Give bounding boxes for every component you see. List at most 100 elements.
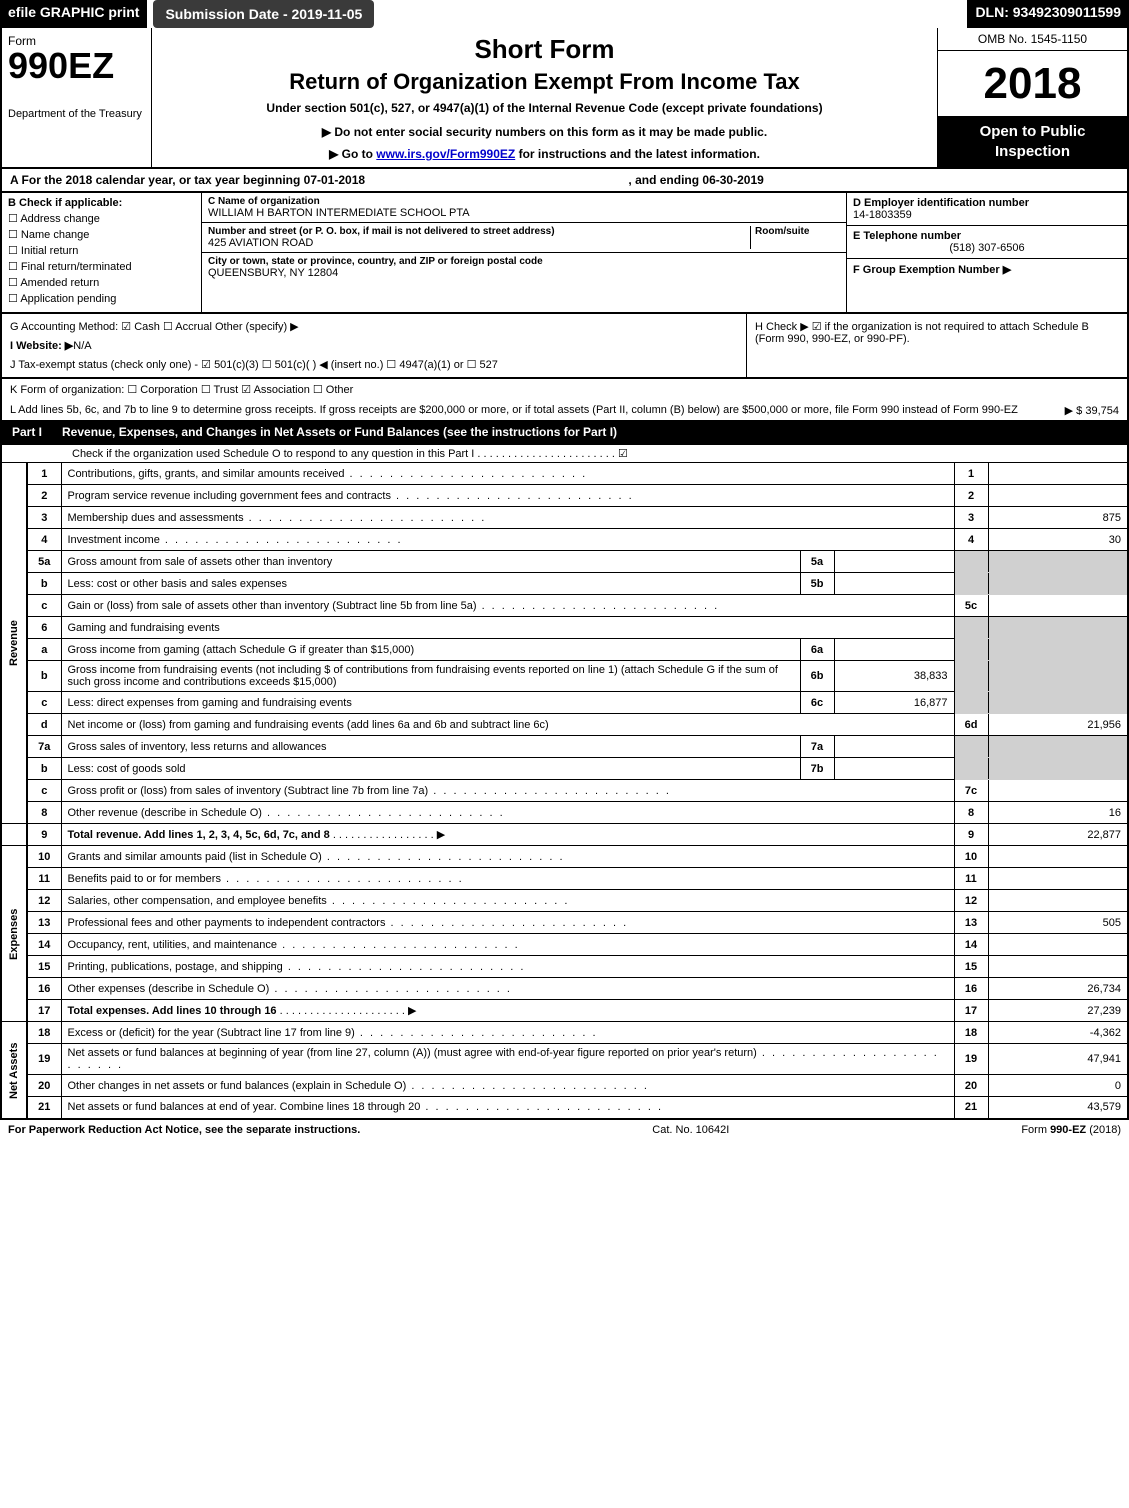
phone-value: (518) 307-6506	[853, 242, 1121, 254]
l18-desc: Excess or (deficit) for the year (Subtra…	[68, 1027, 598, 1039]
shade	[988, 692, 1128, 714]
shade	[954, 692, 988, 714]
info-grid: B Check if applicable: Address change Na…	[0, 193, 1129, 314]
l6b-subval: 38,833	[834, 661, 954, 692]
l4-no: 4	[27, 529, 61, 551]
l14-val	[988, 934, 1128, 956]
l7c-mid: 7c	[954, 780, 988, 802]
shade	[954, 736, 988, 758]
form-number: 990EZ	[8, 48, 145, 84]
l17-no: 17	[27, 1000, 61, 1022]
l1-desc: Contributions, gifts, grants, and simila…	[68, 468, 588, 480]
efile-label: efile GRAPHIC print	[0, 0, 147, 28]
line-j: J Tax-exempt status (check only one) - ☑…	[10, 358, 738, 371]
l7c-val	[988, 780, 1128, 802]
shade	[988, 617, 1128, 639]
l6c-no: c	[27, 692, 61, 714]
short-form-title: Short Form	[164, 34, 925, 65]
l11-val	[988, 868, 1128, 890]
open-to-public: Open to Public Inspection	[938, 116, 1127, 167]
line-k: K Form of organization: ☐ Corporation ☐ …	[0, 379, 1129, 400]
header-left: Form 990EZ Department of the Treasury	[2, 28, 152, 167]
l3-val: 875	[988, 507, 1128, 529]
l15-mid: 15	[954, 956, 988, 978]
shade	[954, 617, 988, 639]
spacer	[374, 0, 967, 28]
col-b-checks: B Check if applicable: Address change Na…	[2, 193, 202, 312]
shade	[954, 639, 988, 661]
l1-mid: 1	[954, 463, 988, 485]
main-title: Return of Organization Exempt From Incom…	[164, 69, 925, 95]
l6a-sub: 6a	[800, 639, 834, 661]
l6d-val: 21,956	[988, 714, 1128, 736]
l6c-sub: 6c	[800, 692, 834, 714]
l8-no: 8	[27, 802, 61, 824]
line-i-label: I Website: ▶	[10, 340, 73, 352]
l8-val: 16	[988, 802, 1128, 824]
footer: For Paperwork Reduction Act Notice, see …	[0, 1120, 1129, 1140]
l13-mid: 13	[954, 912, 988, 934]
l6c-desc: Less: direct expenses from gaming and fu…	[61, 692, 800, 714]
l12-val	[988, 890, 1128, 912]
shade	[954, 551, 988, 573]
l16-mid: 16	[954, 978, 988, 1000]
shade	[988, 736, 1128, 758]
l20-no: 20	[27, 1075, 61, 1097]
side-revenue-end	[1, 824, 27, 846]
city-value: QUEENSBURY, NY 12804	[208, 267, 840, 279]
l8-mid: 8	[954, 802, 988, 824]
l3-mid: 3	[954, 507, 988, 529]
line-l: L Add lines 5b, 6c, and 7b to line 9 to …	[0, 400, 1129, 421]
line-l-amount: ▶ $ 39,754	[1065, 404, 1119, 417]
l16-no: 16	[27, 978, 61, 1000]
chk-address-change: Address change	[8, 212, 195, 225]
subtitle: Under section 501(c), 527, or 4947(a)(1)…	[164, 101, 925, 115]
l7a-subval	[834, 736, 954, 758]
irs-link[interactable]: www.irs.gov/Form990EZ	[376, 147, 515, 161]
l18-mid: 18	[954, 1022, 988, 1044]
omb-number: OMB No. 1545-1150	[938, 28, 1127, 51]
l17-desc: Total expenses. Add lines 10 through 16	[68, 1005, 277, 1017]
col-c-org: C Name of organization WILLIAM H BARTON …	[202, 193, 847, 312]
group-label: F Group Exemption Number ▶	[853, 263, 1121, 276]
l9-no: 9	[27, 824, 61, 846]
l5b-sub: 5b	[800, 573, 834, 595]
side-net-assets: Net Assets	[1, 1022, 27, 1119]
l10-desc: Grants and similar amounts paid (list in…	[68, 851, 565, 863]
top-bar: efile GRAPHIC print Submission Date - 20…	[0, 0, 1129, 28]
l7a-no: 7a	[27, 736, 61, 758]
l18-no: 18	[27, 1022, 61, 1044]
l5c-desc: Gain or (loss) from sale of assets other…	[68, 600, 720, 612]
header-mid: Short Form Return of Organization Exempt…	[152, 28, 937, 167]
l6-no: 6	[27, 617, 61, 639]
submission-date: Submission Date - 2019-11-05	[153, 0, 374, 28]
l15-desc: Printing, publications, postage, and shi…	[68, 961, 526, 973]
chk-name-change: Name change	[8, 228, 195, 241]
l17-val: 27,239	[988, 1000, 1128, 1022]
l7a-desc: Gross sales of inventory, less returns a…	[61, 736, 800, 758]
l2-no: 2	[27, 485, 61, 507]
l15-val	[988, 956, 1128, 978]
row-a-end: , and ending 06-30-2019	[628, 173, 763, 187]
l6a-desc: Gross income from gaming (attach Schedul…	[61, 639, 800, 661]
part-i-header: Part I Revenue, Expenses, and Changes in…	[0, 421, 1129, 445]
org-name: WILLIAM H BARTON INTERMEDIATE SCHOOL PTA	[208, 207, 840, 219]
l8-desc: Other revenue (describe in Schedule O)	[68, 807, 505, 819]
shade	[988, 551, 1128, 573]
footer-left: For Paperwork Reduction Act Notice, see …	[8, 1124, 360, 1136]
l14-no: 14	[27, 934, 61, 956]
l5a-no: 5a	[27, 551, 61, 573]
l7c-desc: Gross profit or (loss) from sales of inv…	[68, 785, 671, 797]
tax-year: 2018	[938, 51, 1127, 116]
l9-desc: Total revenue. Add lines 1, 2, 3, 4, 5c,…	[68, 829, 330, 841]
l10-no: 10	[27, 846, 61, 868]
ein-value: 14-1803359	[853, 209, 1121, 221]
l21-val: 43,579	[988, 1097, 1128, 1119]
l21-mid: 21	[954, 1097, 988, 1119]
l4-mid: 4	[954, 529, 988, 551]
l9-val: 22,877	[988, 824, 1128, 846]
form-header: Form 990EZ Department of the Treasury Sh…	[0, 28, 1129, 169]
l7b-no: b	[27, 758, 61, 780]
l20-desc: Other changes in net assets or fund bala…	[68, 1080, 649, 1092]
header-right: OMB No. 1545-1150 2018 Open to Public In…	[937, 28, 1127, 167]
